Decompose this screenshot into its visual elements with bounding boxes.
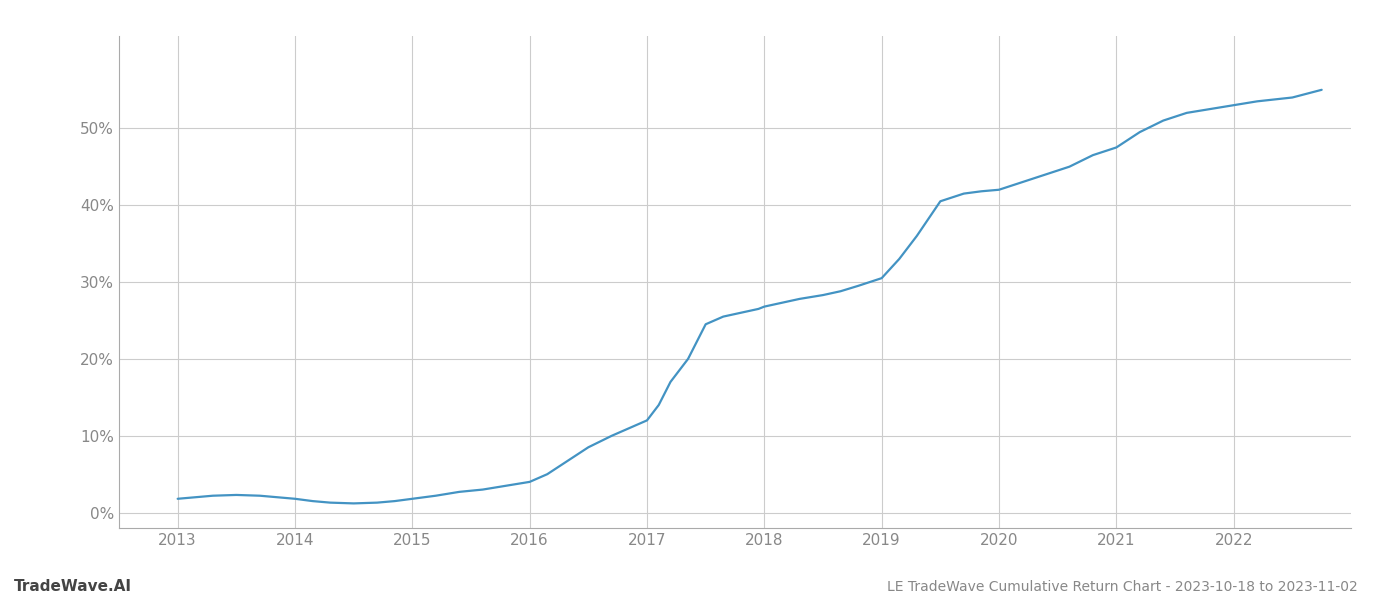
Text: LE TradeWave Cumulative Return Chart - 2023-10-18 to 2023-11-02: LE TradeWave Cumulative Return Chart - 2…	[888, 580, 1358, 594]
Text: TradeWave.AI: TradeWave.AI	[14, 579, 132, 594]
